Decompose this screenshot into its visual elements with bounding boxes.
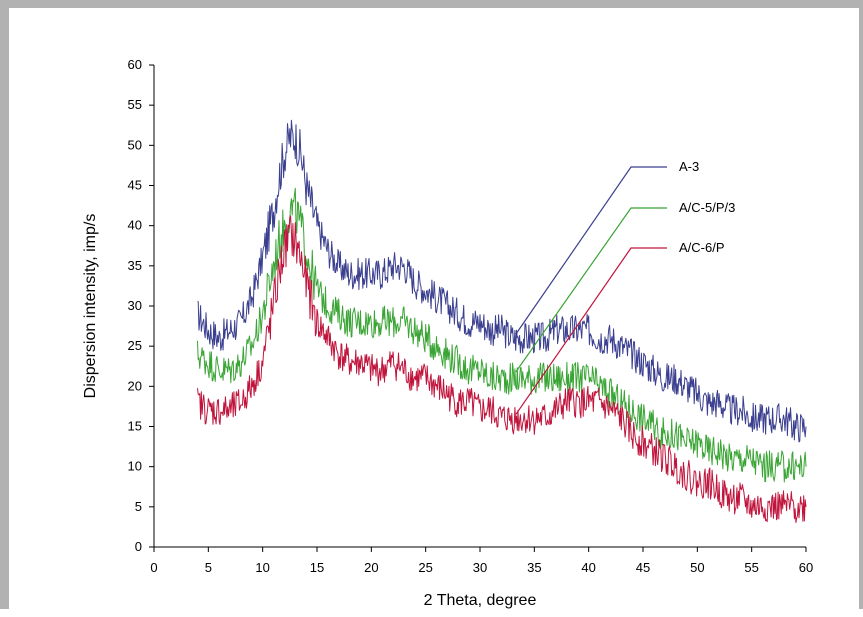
axes [153, 65, 806, 548]
y-tick-label: 60 [128, 57, 142, 72]
x-tick-label: 15 [310, 560, 324, 575]
x-tick-label: 10 [255, 560, 269, 575]
series-group [197, 119, 807, 523]
x-axis-title: 2 Theta, degree [424, 592, 537, 609]
x-tick-label: 35 [527, 560, 541, 575]
series-line-3 [197, 215, 807, 523]
x-tick-label: 55 [744, 560, 758, 575]
x-tick-label: 5 [205, 560, 212, 575]
legend-callout-1 [515, 166, 667, 335]
y-tick-label: 15 [128, 419, 142, 434]
x-ticks: 0 5 10 15 20 25 30 35 40 45 50 55 60 [150, 547, 813, 575]
y-tick-label: 55 [128, 97, 142, 112]
y-tick-label: 30 [128, 298, 142, 313]
y-ticks: 0 5 10 15 20 25 30 35 40 45 50 55 60 [128, 57, 154, 554]
legend-label-1: A-3 [679, 159, 699, 174]
x-tick-label: 0 [150, 560, 157, 575]
legend-label-2: A/C-5/P/3 [679, 200, 735, 215]
legend: A-3 A/C-5/P/3 A/C-6/P [515, 159, 735, 415]
x-tick-label: 30 [473, 560, 487, 575]
legend-callout-2 [515, 207, 667, 373]
legend-callout-3 [515, 247, 667, 415]
legend-label-3: A/C-6/P [679, 240, 725, 255]
chart-svg: 0 5 10 15 20 25 30 35 40 45 50 55 60 0 5 10 15 20 25 30 35 4… [82, 57, 813, 609]
y-tick-label: 35 [128, 258, 142, 273]
y-axis-title: Dispersion intensity, imp/s [82, 214, 99, 399]
x-tick-label: 25 [418, 560, 432, 575]
x-tick-label: 50 [690, 560, 704, 575]
y-tick-label: 0 [135, 539, 142, 554]
series-line-2 [197, 187, 807, 483]
y-tick-label: 45 [128, 178, 142, 193]
y-tick-label: 40 [128, 218, 142, 233]
x-tick-label: 60 [799, 560, 813, 575]
y-tick-label: 5 [135, 499, 142, 514]
y-tick-label: 25 [128, 338, 142, 353]
y-tick-label: 20 [128, 378, 142, 393]
y-tick-label: 50 [128, 137, 142, 152]
x-tick-label: 20 [364, 560, 378, 575]
x-tick-label: 40 [581, 560, 595, 575]
series-line-1 [197, 119, 807, 443]
x-tick-label: 45 [636, 560, 650, 575]
y-tick-label: 10 [128, 459, 142, 474]
